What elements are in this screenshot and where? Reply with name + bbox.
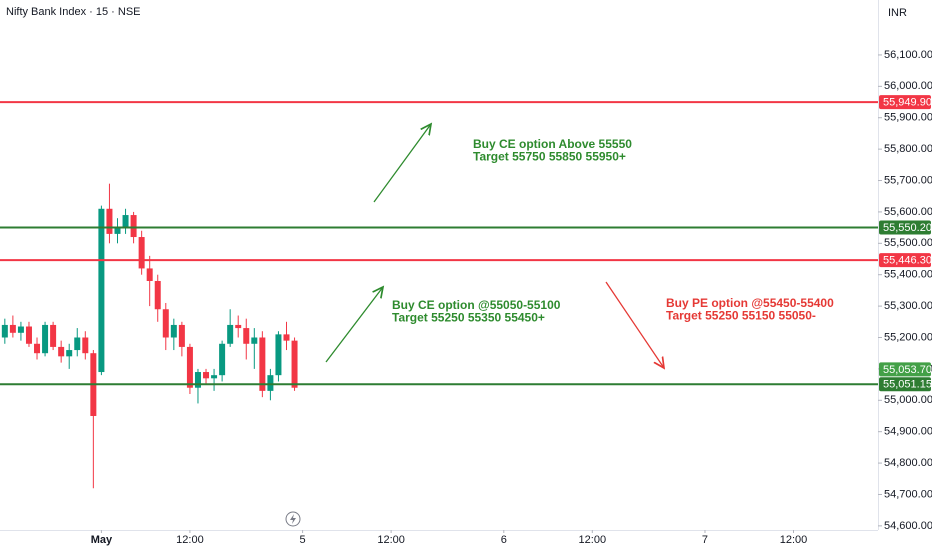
arrow (325, 287, 383, 363)
candle-body (114, 227, 121, 234)
event-icon[interactable] (285, 511, 301, 527)
y-tick-label: 55,700.00 (884, 174, 932, 186)
candle-body (122, 215, 129, 228)
price-label-bg (879, 253, 931, 268)
annotation: Target 55250 55350 55450+ (392, 311, 545, 325)
arrow (605, 281, 664, 368)
annotation: Buy PE option @55450-55400 (666, 296, 834, 310)
y-tick-label: 55,900.00 (884, 112, 932, 124)
candle-body (170, 324, 177, 338)
arrow (373, 124, 431, 203)
candle-body (291, 340, 298, 388)
candle-body (66, 350, 73, 357)
candle-body (74, 337, 81, 351)
price-label: 55,446.30 (883, 255, 932, 267)
y-tick-label: 56,100.00 (884, 49, 932, 61)
x-tick-label: 12:00 (377, 534, 405, 546)
x-tick-label: 12:00 (176, 534, 204, 546)
candle-body (98, 208, 105, 373)
candle-body (227, 324, 234, 344)
candle-body (194, 372, 201, 388)
candle-body (251, 337, 258, 344)
y-tick-label: 55,400.00 (884, 269, 932, 281)
candle-body (130, 215, 137, 238)
currency: INR (888, 7, 907, 19)
x-tick-label: 7 (702, 534, 708, 546)
y-tick-label: 54,800.00 (884, 457, 932, 469)
candle-body (9, 324, 16, 333)
candle-body (267, 375, 274, 391)
candle-body (186, 346, 193, 388)
chart-title: Nifty Bank Index · 15 · NSE (6, 6, 141, 18)
candle-body (275, 334, 282, 376)
candle-body (138, 237, 145, 269)
x-tick-label: 5 (300, 534, 306, 546)
y-tick-label: 55,600.00 (884, 206, 932, 218)
candle-body (146, 268, 153, 281)
candle-body (211, 375, 218, 379)
y-tick-label: 55,800.00 (884, 143, 932, 155)
candle-body (58, 346, 65, 357)
last-price-label: 55,053.70 (883, 364, 932, 376)
y-tick-label: 55,000.00 (884, 394, 932, 406)
price-label-bg (879, 377, 931, 392)
candle-body (34, 343, 41, 354)
y-tick-label: 54,600.00 (884, 520, 932, 532)
last-price-bg (879, 362, 931, 377)
price-label: 55,051.15 (883, 379, 932, 391)
price-label-bg (879, 95, 931, 110)
x-tick-label: 6 (501, 534, 507, 546)
candle-body (50, 324, 57, 347)
candle-body (42, 324, 49, 354)
candle-body (283, 334, 290, 341)
annotation: Target 55250 55150 55050- (666, 309, 816, 323)
price-label: 55,949.90 (883, 96, 932, 108)
annotation: Target 55750 55850 55950+ (473, 150, 626, 164)
candle-body (1, 324, 8, 338)
candle-body (162, 309, 169, 338)
candle-body (259, 337, 266, 391)
candle-body (82, 337, 89, 354)
candle-body (178, 324, 185, 347)
candle-body (154, 280, 161, 310)
y-tick-label: 54,900.00 (884, 426, 932, 438)
price-label-bg (879, 220, 931, 235)
price-label: 55,550.20 (883, 222, 932, 234)
annotation: Buy CE option Above 55550 (473, 137, 632, 151)
x-tick-label: 12:00 (579, 534, 607, 546)
x-tick-label: May (91, 534, 113, 546)
annotation: Buy CE option @55050-55100 (392, 298, 561, 312)
y-tick-label: 56,000.00 (884, 80, 932, 92)
candle-body (219, 343, 226, 376)
candle-body (106, 208, 113, 234)
candle-body (243, 328, 250, 344)
y-tick-label: 54,700.00 (884, 488, 932, 500)
y-tick-label: 55,300.00 (884, 300, 932, 312)
x-tick-label: 12:00 (780, 534, 808, 546)
candle-body (25, 326, 32, 344)
candle-body (203, 372, 210, 379)
candle-body (235, 324, 242, 329)
candle-body (17, 326, 24, 333)
y-tick-label: 55,200.00 (884, 331, 932, 343)
y-tick-label: 55,500.00 (884, 237, 932, 249)
